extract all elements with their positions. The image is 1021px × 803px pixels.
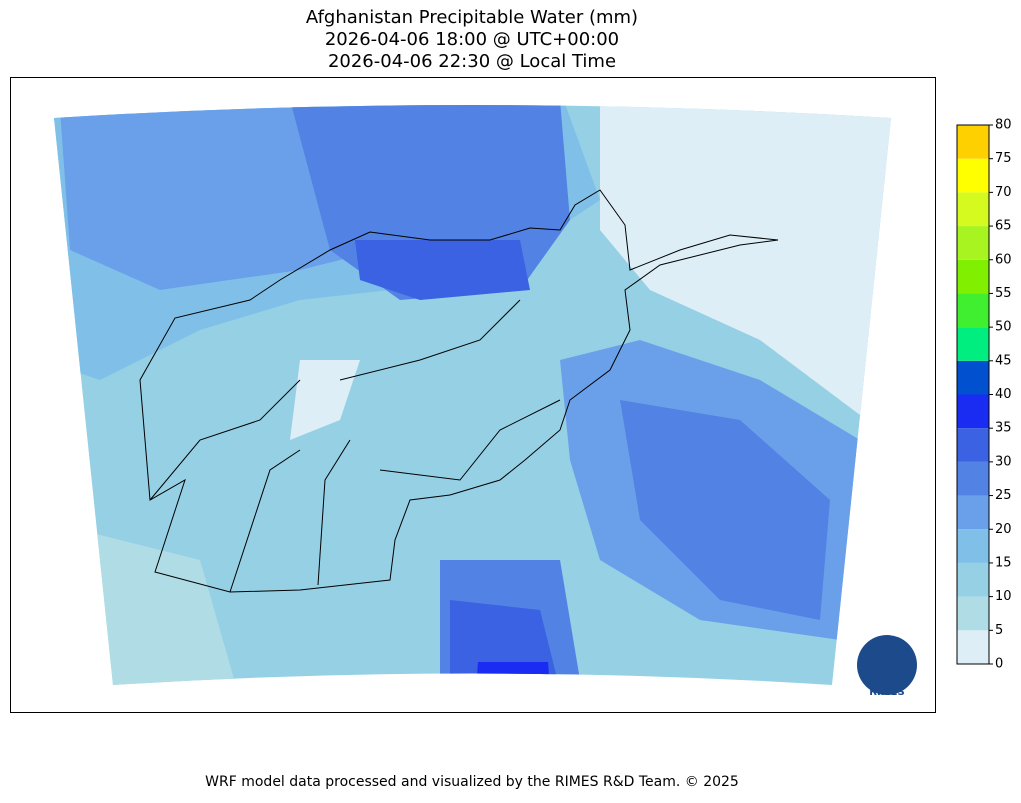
colorbar-bin: [957, 125, 989, 159]
map-field: [54, 105, 891, 685]
country-border: [139, 189, 779, 593]
colorbar-tick-label: 20: [995, 522, 1012, 537]
colorbar-bin: [957, 192, 989, 227]
subtitle: 2026-04-06 22:30 @ Local Time: [328, 51, 616, 72]
logo-badge: [857, 635, 917, 695]
colorbar-tick-label: 60: [995, 252, 1012, 267]
colorbar-bin: [957, 428, 989, 462]
colorbar-bin: [957, 529, 989, 563]
colorbar-bin: [957, 226, 989, 260]
colorbar-tick-label: 70: [995, 185, 1012, 200]
colorbar-bin: [957, 596, 989, 631]
colorbar-tick-label: 45: [995, 353, 1012, 368]
colorbar-bin: [957, 562, 989, 597]
subtitle: 2026-04-06 18:00 @ UTC+00:00: [325, 29, 619, 50]
colorbar-tick-label: 15: [995, 555, 1012, 570]
colorbar-bin: [957, 394, 989, 429]
colorbar-bin: [957, 158, 989, 193]
logo-text: RIMES: [869, 687, 904, 698]
colorbar-bin: [957, 630, 989, 664]
colorbar-tick-label: 30: [995, 454, 1012, 469]
colorbar-tick-label: 35: [995, 421, 1012, 436]
title: Afghanistan Precipitable Water (mm): [306, 7, 638, 28]
colorbar-bin: [957, 259, 989, 294]
colorbar-bin: [957, 293, 989, 328]
colorbar-tick-label: 65: [995, 219, 1012, 234]
colorbar-tick-label: 0: [995, 657, 1003, 672]
province-borders: [149, 299, 561, 593]
colorbar-tick-label: 50: [995, 320, 1012, 335]
colorbar-tick-label: 55: [995, 286, 1012, 301]
colorbar-bin: [957, 461, 989, 496]
colorbar-tick-label: 25: [995, 488, 1012, 503]
colorbar-bin: [957, 360, 989, 395]
colorbar-bin: [957, 327, 989, 361]
colorbar-tick-label: 5: [995, 623, 1003, 638]
colorbar: 0 5 10 15 20 25 30 35 40 45 50 55 60 65 70 75 80: [956, 118, 1012, 672]
colorbar-tick-label: 10: [995, 589, 1012, 604]
colorbar-tick-label: 80: [995, 118, 1012, 133]
colorbar-tick-label: 75: [995, 151, 1012, 166]
footer: WRF model data processed and visualized …: [205, 774, 739, 790]
colorbar-tick-label: 40: [995, 387, 1012, 402]
colorbar-bin: [957, 495, 989, 530]
